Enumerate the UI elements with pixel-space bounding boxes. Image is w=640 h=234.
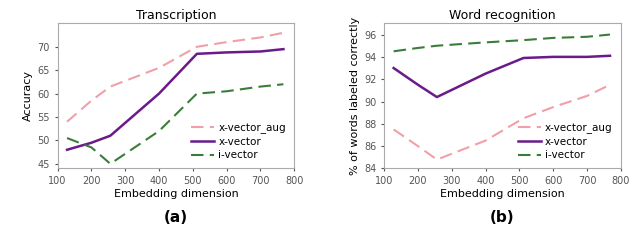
Legend: x-vector_aug, x-vector, i-vector: x-vector_aug, x-vector, i-vector bbox=[515, 120, 616, 163]
x-vector bbox=[223, 51, 230, 54]
x-vector_aug bbox=[583, 95, 591, 97]
x-vector_aug bbox=[106, 85, 114, 88]
x-vector_aug bbox=[223, 41, 230, 44]
Title: Word recognition: Word recognition bbox=[449, 9, 556, 22]
x-vector_aug bbox=[155, 66, 163, 69]
x-vector bbox=[606, 54, 614, 57]
x-vector_aug bbox=[549, 106, 557, 109]
i-vector bbox=[520, 39, 527, 42]
i-vector bbox=[88, 146, 95, 149]
i-vector bbox=[433, 44, 441, 47]
X-axis label: Embedding dimension: Embedding dimension bbox=[113, 189, 238, 199]
x-vector bbox=[88, 141, 95, 144]
i-vector bbox=[414, 47, 422, 49]
x-vector bbox=[193, 52, 201, 55]
Line: x-vector: x-vector bbox=[394, 56, 610, 97]
i-vector bbox=[606, 33, 614, 36]
Legend: x-vector_aug, x-vector, i-vector: x-vector_aug, x-vector, i-vector bbox=[188, 120, 289, 163]
Line: x-vector: x-vector bbox=[67, 49, 284, 150]
x-vector_aug bbox=[433, 158, 441, 161]
x-vector_aug bbox=[414, 145, 422, 148]
i-vector bbox=[155, 130, 163, 132]
X-axis label: Embedding dimension: Embedding dimension bbox=[440, 189, 565, 199]
i-vector bbox=[583, 35, 591, 38]
x-vector_aug bbox=[390, 128, 397, 131]
i-vector bbox=[482, 41, 490, 44]
Line: x-vector_aug: x-vector_aug bbox=[394, 85, 610, 160]
x-vector_aug bbox=[257, 36, 264, 39]
i-vector bbox=[280, 83, 287, 86]
x-vector_aug bbox=[482, 139, 490, 142]
x-vector bbox=[280, 48, 287, 51]
x-vector_aug bbox=[193, 45, 201, 48]
i-vector bbox=[223, 90, 230, 93]
x-vector bbox=[433, 96, 441, 99]
x-vector bbox=[520, 57, 527, 59]
x-vector_aug bbox=[280, 31, 287, 34]
x-vector_aug bbox=[88, 99, 95, 102]
Line: i-vector: i-vector bbox=[394, 35, 610, 51]
x-vector bbox=[390, 67, 397, 69]
i-vector bbox=[63, 137, 71, 139]
Text: (a): (a) bbox=[164, 210, 188, 225]
Y-axis label: Accuracy: Accuracy bbox=[23, 70, 33, 121]
x-vector bbox=[106, 134, 114, 137]
x-vector bbox=[414, 83, 422, 86]
Title: Transcription: Transcription bbox=[136, 9, 216, 22]
x-vector bbox=[155, 92, 163, 95]
Line: i-vector: i-vector bbox=[67, 84, 284, 164]
x-vector_aug bbox=[63, 120, 71, 123]
x-vector_aug bbox=[520, 117, 527, 120]
x-vector bbox=[482, 72, 490, 75]
i-vector bbox=[193, 92, 201, 95]
x-vector bbox=[257, 50, 264, 53]
i-vector bbox=[549, 37, 557, 39]
Y-axis label: % of words labeled correctly: % of words labeled correctly bbox=[350, 17, 360, 175]
x-vector bbox=[63, 148, 71, 151]
x-vector bbox=[549, 55, 557, 58]
i-vector bbox=[257, 85, 264, 88]
Line: x-vector_aug: x-vector_aug bbox=[67, 33, 284, 122]
x-vector bbox=[583, 55, 591, 58]
Text: (b): (b) bbox=[490, 210, 515, 225]
i-vector bbox=[390, 50, 397, 53]
x-vector_aug bbox=[606, 83, 614, 86]
i-vector bbox=[106, 162, 114, 165]
